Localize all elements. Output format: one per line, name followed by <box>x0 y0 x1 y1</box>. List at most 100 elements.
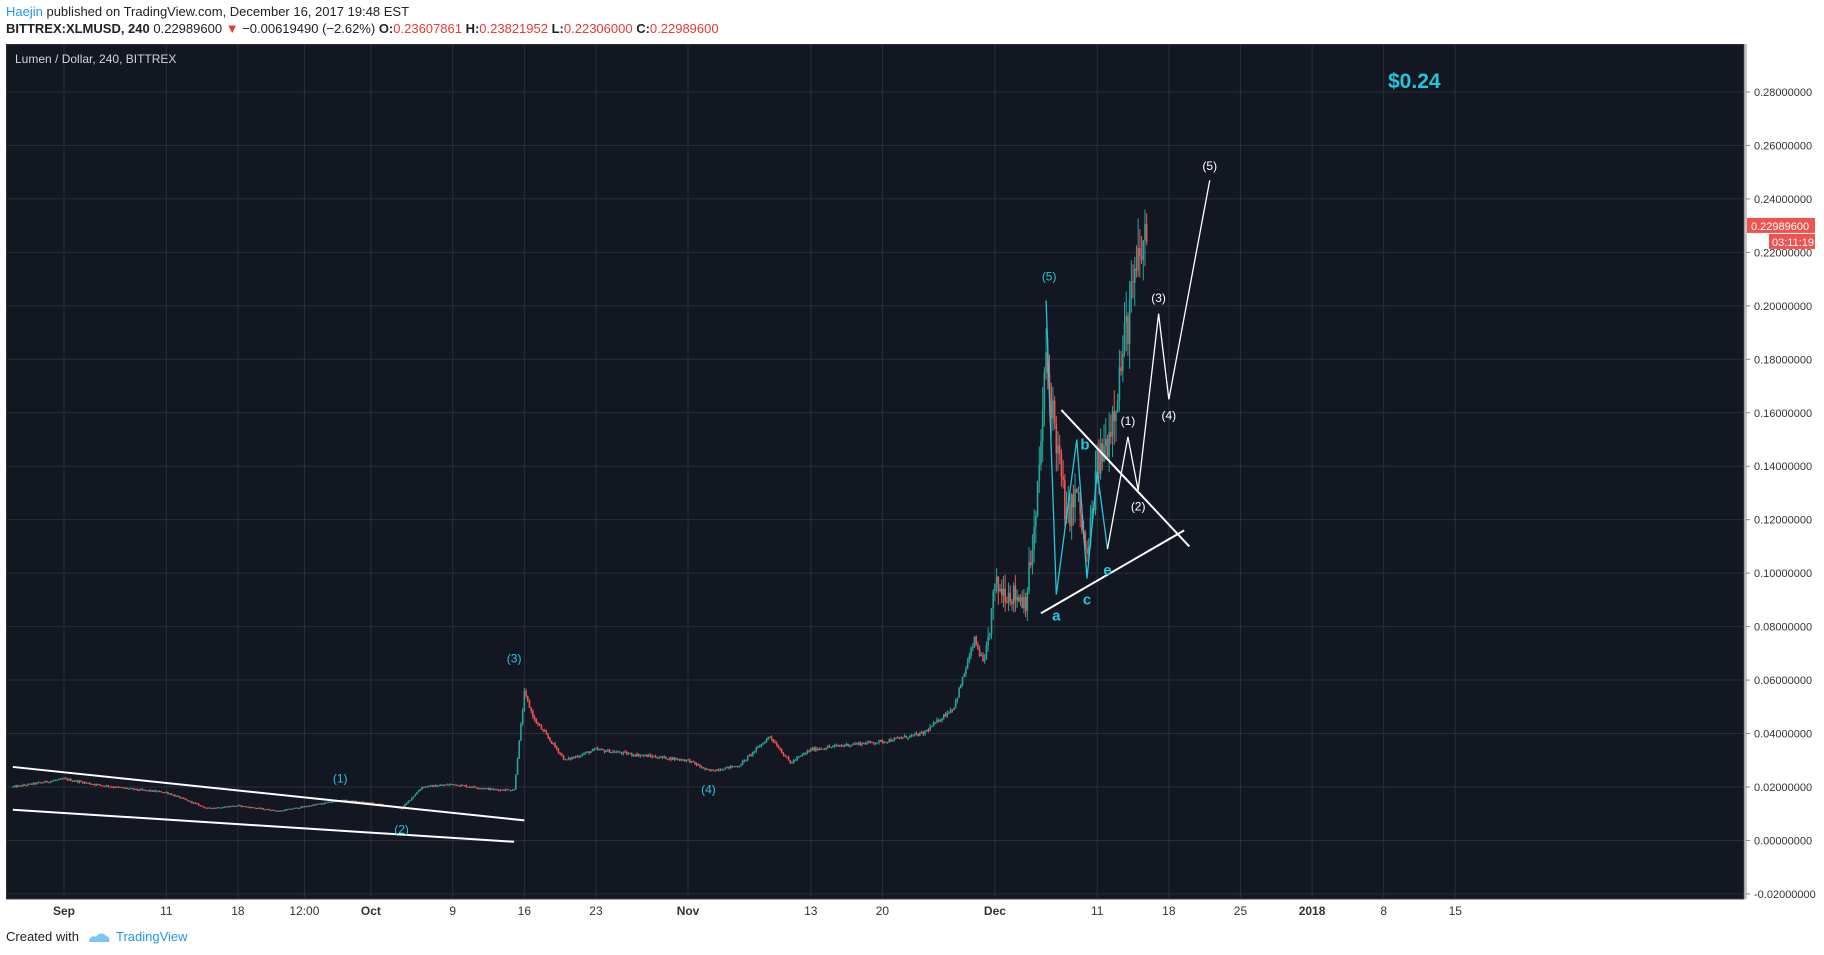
projection-wave-line <box>1106 436 1129 550</box>
candle-body <box>537 723 539 725</box>
candle-body <box>411 797 413 801</box>
candle-body <box>440 784 442 786</box>
candle-body <box>18 785 21 787</box>
footer: Created with TradingView <box>6 929 188 944</box>
candle-body <box>1086 548 1088 554</box>
last-price-label: 0.22989600 <box>1751 221 1809 233</box>
candle-body <box>167 792 169 794</box>
candle-body <box>983 659 986 661</box>
candle-body <box>513 789 515 791</box>
candle-body <box>274 810 277 812</box>
y-tick-label: 0.20000000 <box>1754 301 1812 313</box>
candle-body <box>58 778 60 780</box>
candle-body <box>694 761 696 764</box>
published-text: published on TradingView.com, December 1… <box>42 4 410 19</box>
candle-body <box>796 757 798 760</box>
candle-body <box>1050 385 1052 419</box>
candle-body <box>49 781 52 783</box>
triangle-wave-line <box>1086 471 1098 579</box>
candle-body <box>133 788 135 790</box>
candle-body <box>895 737 897 739</box>
candle-body <box>168 793 171 795</box>
candle-body <box>953 707 955 711</box>
candle-body <box>601 749 604 751</box>
candle-body <box>752 751 754 756</box>
candle-body <box>1002 588 1005 596</box>
candle-body <box>267 809 270 811</box>
candle-body <box>954 700 957 708</box>
tradingview-link[interactable]: TradingView <box>87 929 188 944</box>
candle-body <box>665 756 667 760</box>
candle-body <box>978 648 981 656</box>
candle-body <box>666 759 669 761</box>
candle-body <box>156 791 159 793</box>
change-value: −0.00619490 (−2.62%) <box>242 21 376 36</box>
candle-body <box>221 807 224 809</box>
candle-body <box>1125 316 1128 323</box>
candle-body <box>145 789 147 791</box>
candle-body <box>937 719 940 722</box>
candle-body <box>508 789 510 791</box>
candle-body <box>233 805 236 807</box>
candle-body <box>859 742 862 746</box>
candle-body <box>458 785 461 787</box>
candle-body <box>544 730 546 732</box>
chart-area[interactable]: Sep 11 18 12:00 Oct 9 16 23 Nov 13 20 Dec 11 18 25 2018… <box>5 43 1818 932</box>
candle-body <box>678 759 681 761</box>
candle-body <box>917 734 920 736</box>
candle-body <box>956 697 959 701</box>
candle-body <box>990 608 993 634</box>
candle-body <box>692 760 694 762</box>
candle-body <box>651 756 654 758</box>
candle-body <box>842 745 844 747</box>
candle-body <box>1057 445 1059 454</box>
triangle-lower-trendline <box>1040 529 1185 615</box>
candle-body <box>332 801 335 803</box>
author-link[interactable]: Haejin <box>6 4 43 19</box>
candle-body <box>100 785 103 787</box>
candle-body <box>671 757 674 760</box>
candle-body <box>598 749 601 751</box>
symbol-label: BITTREX:XLMUSD, 240 <box>6 21 150 36</box>
candle-body <box>677 758 679 760</box>
wave-label: (1) <box>333 772 348 786</box>
candle-body <box>1062 476 1064 480</box>
candle-body <box>112 786 115 788</box>
candle-body <box>30 783 33 785</box>
candle-body <box>685 759 688 761</box>
candle-body <box>81 781 84 784</box>
candle-body <box>307 806 309 808</box>
candle-body <box>1069 503 1071 526</box>
candle-body <box>83 782 86 784</box>
candle-body <box>310 805 313 807</box>
candle-body <box>971 646 974 649</box>
candle-body <box>494 789 497 791</box>
candle-body <box>1103 445 1105 462</box>
candle-body <box>370 802 372 804</box>
candle-body <box>286 809 289 811</box>
candle-body <box>637 753 640 757</box>
candle-body <box>1142 240 1145 260</box>
candle-body <box>963 673 966 677</box>
candle-body <box>153 790 156 792</box>
quote-line: BITTREX:XLMUSD, 240 0.22989600 ▼ −0.0061… <box>6 21 719 36</box>
candle-body <box>920 732 923 734</box>
candle-body <box>934 722 937 724</box>
x-tick-label: Oct <box>361 904 381 918</box>
candle-body <box>301 806 304 808</box>
y-tick-label: 0.28000000 <box>1754 87 1812 99</box>
candle-body <box>462 784 464 786</box>
candle-body <box>873 742 875 744</box>
candle-body <box>649 755 652 757</box>
candle-body <box>1000 588 1003 596</box>
candle-body <box>569 757 572 760</box>
candle-body <box>941 718 943 721</box>
candle-body <box>1011 601 1013 604</box>
candle-body <box>441 784 444 786</box>
price-chart[interactable]: Sep 11 18 12:00 Oct 9 16 23 Nov 13 20 Dec 11 18 25 2018… <box>5 43 1818 932</box>
candle-body <box>586 751 589 753</box>
candle-body <box>114 787 116 789</box>
candle-body <box>1130 281 1133 300</box>
candle-body <box>177 795 180 797</box>
candle-body <box>540 725 543 730</box>
